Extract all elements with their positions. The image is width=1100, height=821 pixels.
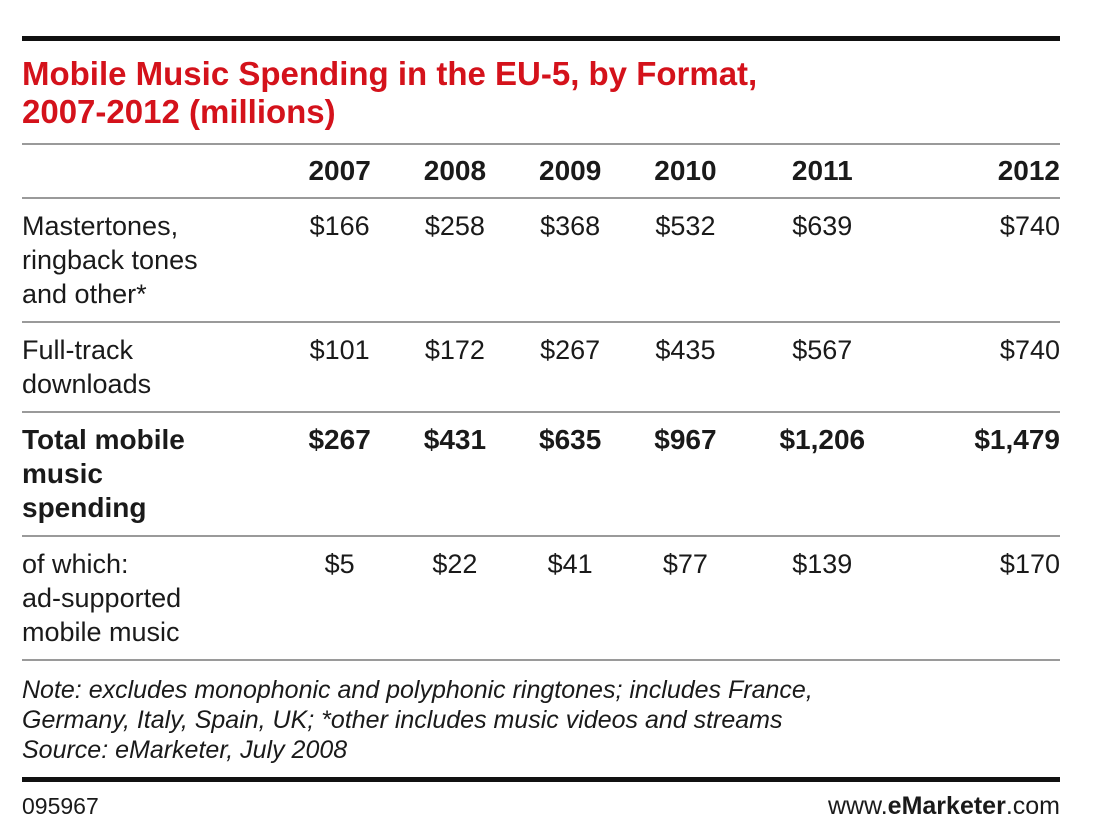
table-cell: $139 — [743, 536, 902, 661]
table-cell: $77 — [627, 536, 744, 661]
row-label-line: Full-track — [22, 335, 134, 365]
column-header: 2009 — [512, 143, 628, 199]
table-cell: $267 — [512, 322, 628, 413]
table-cell: $435 — [627, 322, 744, 413]
chart-id: 095967 — [22, 793, 99, 819]
row-label-line: of which: — [22, 549, 129, 579]
table-cell: $166 — [282, 198, 398, 323]
table-cell: $258 — [397, 198, 513, 323]
table-cell: $1,479 — [901, 412, 1060, 537]
title-line-1: Mobile Music Spending in the EU-5, by Fo… — [22, 55, 758, 92]
row-label-line: and other* — [22, 279, 147, 309]
row-label-line: ad-supported — [22, 583, 182, 613]
top-rule — [22, 36, 1060, 41]
table-cell: $967 — [627, 412, 744, 537]
column-header: 2011 — [743, 143, 902, 199]
row-label-line: mobile music — [22, 617, 180, 647]
header-row: 2007 2008 2009 2010 2011 2012 — [22, 143, 1060, 199]
row-label: of which: ad-supported mobile music — [22, 536, 282, 661]
brand-name: eMarketer — [887, 792, 1006, 820]
column-header: 2007 — [282, 143, 398, 199]
title-line-2: 2007-2012 (millions) — [22, 93, 336, 130]
data-table: 2007 2008 2009 2010 2011 2012 Mastertone… — [22, 143, 1060, 661]
table-cell: $5 — [282, 536, 398, 661]
chart-frame: Mobile Music Spending in the EU-5, by Fo… — [22, 36, 1060, 821]
table-row: of which: ad-supported mobile music $5 $… — [22, 536, 1060, 661]
table-cell: $172 — [397, 322, 513, 413]
table-cell: $368 — [512, 198, 628, 323]
note-line: Note: excludes monophonic and polyphonic… — [22, 676, 813, 704]
table-row: Full-track downloads $101 $172 $267 $435… — [22, 322, 1060, 413]
table-cell: $639 — [743, 198, 902, 323]
header-corner — [22, 143, 282, 199]
source-note: Note: excludes monophonic and polyphonic… — [22, 675, 1060, 765]
source-line: Source: eMarketer, July 2008 — [22, 736, 348, 764]
total-row: Total mobile music spending $267 $431 $6… — [22, 412, 1060, 537]
table-cell: $431 — [397, 412, 513, 537]
table-cell: $267 — [282, 412, 398, 537]
table-cell: $635 — [512, 412, 628, 537]
column-header: 2008 — [397, 143, 513, 199]
row-label-line: downloads — [22, 369, 152, 399]
brand-url[interactable]: www.eMarketer.com — [828, 792, 1060, 821]
table-cell: $41 — [512, 536, 628, 661]
table-cell: $1,206 — [743, 412, 902, 537]
chart-footer: 095967 www.eMarketer.com — [22, 777, 1060, 821]
table-cell: $567 — [743, 322, 902, 413]
table-cell: $532 — [627, 198, 744, 323]
brand-suffix: .com — [1005, 792, 1060, 820]
row-label-line: ringback tones — [22, 245, 198, 275]
row-label-line: music — [22, 458, 103, 489]
row-label: Full-track downloads — [22, 322, 282, 413]
row-label: Total mobile music spending — [22, 412, 282, 537]
chart-title: Mobile Music Spending in the EU-5, by Fo… — [22, 55, 1060, 131]
column-header: 2012 — [901, 143, 1060, 199]
row-label-line: Total mobile — [22, 424, 185, 455]
row-label: Mastertones, ringback tones and other* — [22, 198, 282, 323]
brand-prefix: www. — [827, 792, 888, 820]
table-cell: $101 — [282, 322, 398, 413]
table-cell: $170 — [901, 536, 1060, 661]
column-header: 2010 — [627, 143, 744, 199]
note-line: Germany, Italy, Spain, UK; *other includ… — [22, 706, 783, 734]
table-row: Mastertones, ringback tones and other* $… — [22, 198, 1060, 323]
table-cell: $740 — [901, 322, 1060, 413]
row-label-line: spending — [22, 492, 147, 523]
table-cell: $740 — [901, 198, 1060, 323]
table-cell: $22 — [397, 536, 513, 661]
row-label-line: Mastertones, — [22, 211, 179, 241]
